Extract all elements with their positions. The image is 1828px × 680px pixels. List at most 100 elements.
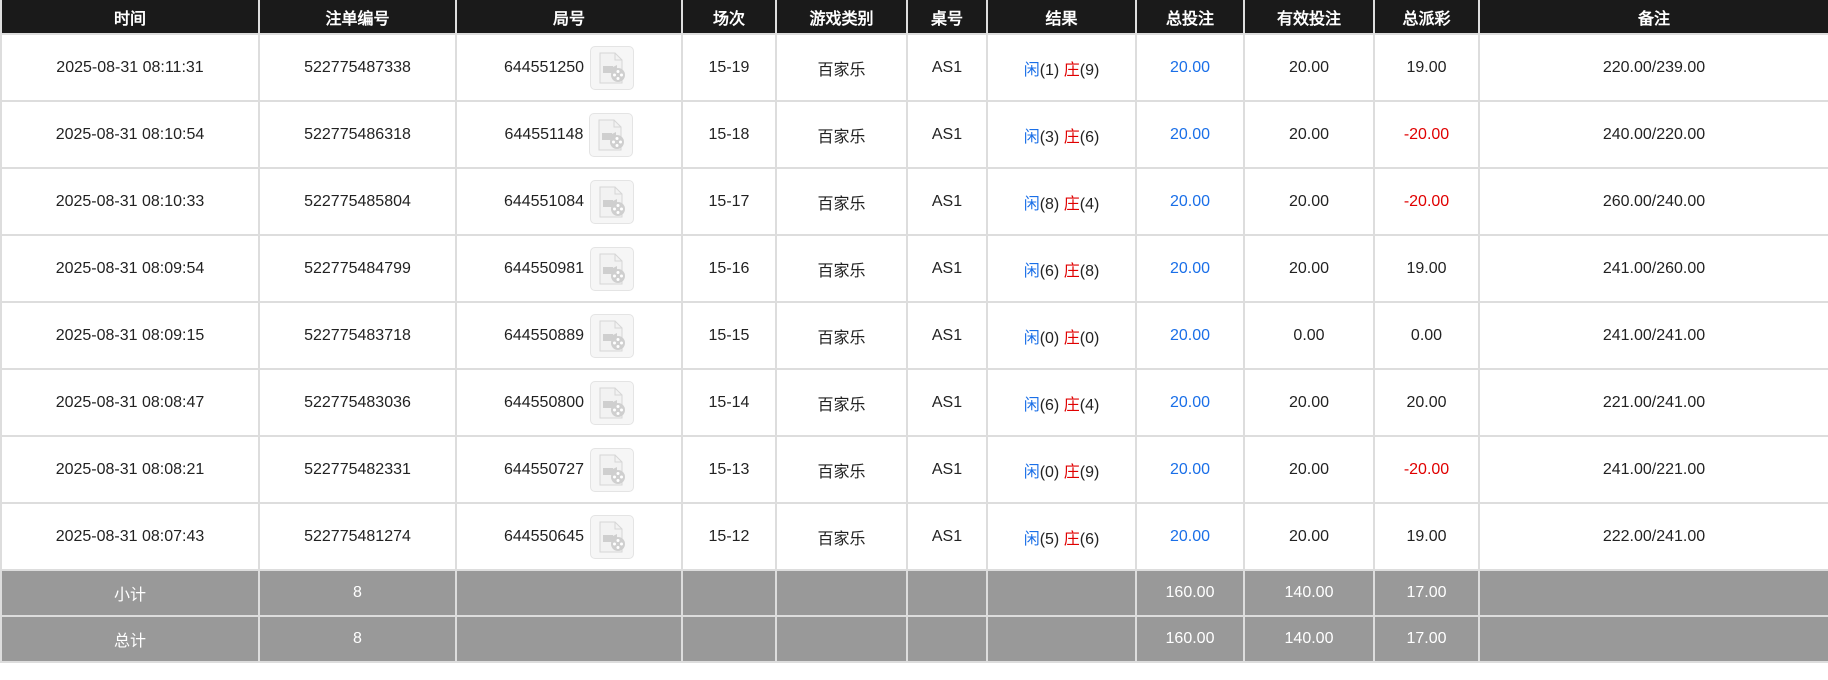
empty-cell [1478, 569, 1828, 617]
player-score: (0) [1039, 329, 1060, 347]
bet-id-cell: 522775482331 [258, 435, 457, 504]
round-number: 644551148 [504, 125, 584, 143]
time-cell: 2025-08-31 08:10:54 [0, 100, 260, 169]
valid-bet-cell: 20.00 [1243, 435, 1375, 504]
empty-cell [775, 615, 908, 663]
player-label: 闲 [1023, 463, 1040, 481]
player-label: 闲 [1023, 262, 1040, 280]
shoe-cell: 15-15 [681, 301, 777, 370]
player-score: (3) [1039, 128, 1060, 146]
bet-id-cell: 522775484799 [258, 234, 457, 303]
valid-bet-cell: 20.00 [1243, 33, 1375, 102]
game-type-cell: 百家乐 [775, 502, 908, 571]
total-bet-cell[interactable]: 20.00 [1135, 33, 1245, 102]
player-label: 闲 [1023, 329, 1040, 347]
game-type-cell: 百家乐 [775, 368, 908, 437]
note-cell: 220.00/239.00 [1478, 33, 1828, 102]
video-replay-icon[interactable] [589, 112, 634, 157]
total-bet-cell[interactable]: 20.00 [1135, 368, 1245, 437]
shoe-cell: 15-12 [681, 502, 777, 571]
table-no-cell: AS1 [906, 301, 988, 370]
total-bet-cell[interactable]: 20.00 [1135, 234, 1245, 303]
video-replay-icon[interactable] [590, 514, 635, 559]
video-replay-icon[interactable] [590, 246, 635, 291]
banker-label: 庄 [1063, 530, 1080, 548]
result-cell: 闲(8) 庄(4) [986, 167, 1137, 236]
empty-cell [1478, 615, 1828, 663]
valid-bet-cell: 20.00 [1243, 502, 1375, 571]
column-header-time: 时间 [0, 0, 260, 35]
shoe-cell: 15-19 [681, 33, 777, 102]
result-cell: 闲(3) 庄(6) [986, 100, 1137, 169]
summary-total-bet: 160.00 [1135, 569, 1245, 617]
table-no-cell: AS1 [906, 234, 988, 303]
summary-label: 小计 [0, 569, 260, 617]
player-score: (1) [1039, 61, 1060, 79]
video-replay-icon[interactable] [590, 179, 635, 224]
valid-bet-cell: 20.00 [1243, 368, 1375, 437]
banker-score: (0) [1079, 329, 1100, 347]
round-cell: 644551084 [455, 167, 683, 236]
note-cell: 241.00/221.00 [1478, 435, 1828, 504]
note-cell: 240.00/220.00 [1478, 100, 1828, 169]
result-cell: 闲(1) 庄(9) [986, 33, 1137, 102]
table-row: 2025-08-31 08:09:54 522775484799 6445509… [0, 234, 1828, 303]
total-bet-cell[interactable]: 20.00 [1135, 167, 1245, 236]
summary-total-bet: 160.00 [1135, 615, 1245, 663]
time-cell: 2025-08-31 08:10:33 [0, 167, 260, 236]
game-type-cell: 百家乐 [775, 234, 908, 303]
round-cell: 644551148 [455, 100, 683, 169]
empty-cell [906, 569, 988, 617]
shoe-cell: 15-14 [681, 368, 777, 437]
total-bet-cell[interactable]: 20.00 [1135, 301, 1245, 370]
banker-score: (9) [1079, 463, 1100, 481]
table-no-cell: AS1 [906, 368, 988, 437]
empty-cell [681, 569, 777, 617]
table-header-row: 时间 注单编号 局号 场次 游戏类别 桌号 结果 总投注 有效投注 总派彩 备注 [0, 0, 1828, 35]
shoe-cell: 15-16 [681, 234, 777, 303]
time-cell: 2025-08-31 08:08:21 [0, 435, 260, 504]
game-type-cell: 百家乐 [775, 301, 908, 370]
bet-id-cell: 522775483036 [258, 368, 457, 437]
shoe-cell: 15-17 [681, 167, 777, 236]
empty-cell [681, 615, 777, 663]
column-header-payout: 总派彩 [1373, 0, 1480, 35]
video-replay-icon[interactable] [590, 380, 635, 425]
payout-cell: 19.00 [1373, 33, 1480, 102]
round-number: 644550645 [503, 527, 585, 545]
video-replay-icon[interactable] [590, 45, 635, 90]
table-no-cell: AS1 [906, 502, 988, 571]
payout-cell: -20.00 [1373, 167, 1480, 236]
banker-score: (4) [1079, 396, 1100, 414]
time-cell: 2025-08-31 08:09:15 [0, 301, 260, 370]
payout-cell: 20.00 [1373, 368, 1480, 437]
summary-payout: 17.00 [1373, 615, 1480, 663]
table-row: 2025-08-31 08:10:33 522775485804 6445510… [0, 167, 1828, 236]
empty-cell [775, 569, 908, 617]
round-number: 644550889 [503, 326, 585, 344]
video-replay-icon[interactable] [590, 313, 635, 358]
player-score: (6) [1039, 262, 1060, 280]
summary-label: 总计 [0, 615, 260, 663]
payout-cell: 19.00 [1373, 502, 1480, 571]
table-no-cell: AS1 [906, 167, 988, 236]
banker-label: 庄 [1063, 329, 1080, 347]
banker-label: 庄 [1063, 396, 1080, 414]
column-header-note: 备注 [1478, 0, 1828, 35]
payout-cell: 19.00 [1373, 234, 1480, 303]
video-replay-icon[interactable] [590, 447, 635, 492]
total-bet-cell[interactable]: 20.00 [1135, 435, 1245, 504]
bet-id-cell: 522775487338 [258, 33, 457, 102]
total-bet-cell[interactable]: 20.00 [1135, 502, 1245, 571]
valid-bet-cell: 0.00 [1243, 301, 1375, 370]
note-cell: 221.00/241.00 [1478, 368, 1828, 437]
note-cell: 241.00/260.00 [1478, 234, 1828, 303]
total-bet-cell[interactable]: 20.00 [1135, 100, 1245, 169]
time-cell: 2025-08-31 08:11:31 [0, 33, 260, 102]
bet-records-table: 时间 注单编号 局号 场次 游戏类别 桌号 结果 总投注 有效投注 总派彩 备注 2025-08-3… [0, 0, 1828, 663]
table-row: 2025-08-31 08:10:54 522775486318 6445511… [0, 100, 1828, 169]
banker-label: 庄 [1063, 61, 1080, 79]
note-cell: 241.00/241.00 [1478, 301, 1828, 370]
payout-cell: -20.00 [1373, 435, 1480, 504]
summary-count: 8 [258, 569, 457, 617]
